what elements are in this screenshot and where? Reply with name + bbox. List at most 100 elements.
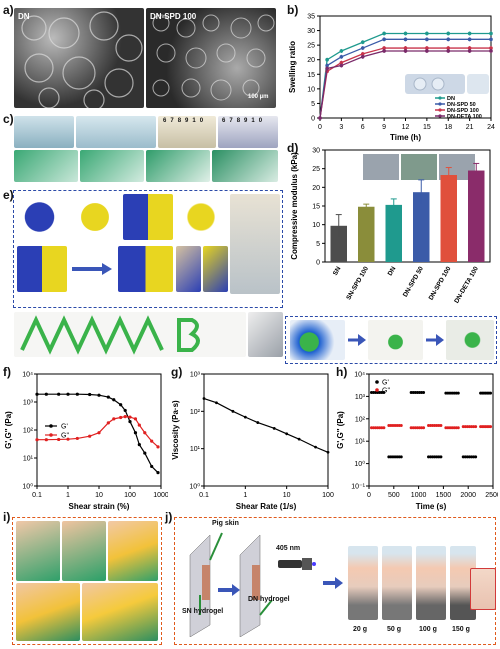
data-point	[119, 415, 123, 420]
y-tick-label: 20	[312, 185, 320, 192]
legend-label: G''	[61, 433, 69, 440]
data-point	[75, 436, 79, 441]
data-point	[360, 40, 365, 45]
bar	[440, 175, 457, 262]
x-tick-label: 15	[423, 124, 431, 131]
weight-label-150g: 150 g	[452, 626, 470, 633]
bar	[413, 192, 430, 262]
data-point	[425, 49, 429, 53]
y-tick-label: 10⁰	[22, 483, 33, 491]
twist-photo-4	[212, 150, 278, 182]
data-point	[378, 426, 382, 430]
y-tick-label: 30	[312, 148, 320, 155]
syringe-photo	[230, 194, 280, 294]
x-tick-label: 18	[444, 124, 452, 131]
data-point	[202, 397, 206, 400]
data-point	[470, 425, 474, 429]
x-tick-label: 21	[466, 124, 474, 131]
data-point	[112, 398, 116, 402]
data-point	[382, 46, 386, 50]
data-point	[461, 425, 465, 429]
data-point	[380, 426, 384, 430]
y-tick-label: 10²	[355, 416, 366, 423]
sn-hydrogel-label: SN hydrogel	[182, 608, 224, 615]
data-point	[382, 31, 386, 36]
y-tick-label: 10¹	[190, 446, 201, 453]
data-point	[403, 37, 408, 42]
data-point	[97, 393, 101, 397]
sem-texture-2	[152, 14, 275, 101]
data-point	[378, 390, 382, 394]
legend-marker	[438, 96, 442, 100]
data-point	[415, 390, 419, 394]
data-point	[431, 455, 435, 459]
arrow-icon	[72, 262, 112, 275]
data-point	[454, 426, 458, 430]
viscosity-chart: 0.1 1 10 100 10⁰ 10¹ 10² 10³ Shear Rate (1/s) Vis…	[171, 372, 334, 512]
star-photo-4	[176, 194, 226, 240]
bar	[385, 204, 402, 262]
data-point	[389, 424, 393, 428]
data-point	[446, 426, 450, 430]
data-point	[380, 390, 384, 394]
x-tick-label: 0	[318, 124, 322, 131]
data-point	[489, 49, 493, 53]
data-point	[422, 426, 426, 430]
data-point	[448, 426, 452, 430]
data-point	[465, 455, 469, 459]
x-tick-label: 24	[487, 124, 495, 131]
x-tick-label: 6	[361, 124, 365, 131]
data-point	[403, 49, 408, 53]
data-point	[489, 37, 493, 42]
y-axis-label: G',G'' (Pa)	[4, 411, 13, 449]
panel-letter-g: g)	[171, 365, 183, 379]
y-tick-label: 25	[312, 166, 320, 173]
data-point	[272, 426, 276, 430]
x-tick-label: 1	[243, 492, 247, 499]
data-point	[325, 57, 329, 62]
data-point	[35, 438, 39, 442]
data-point	[325, 66, 329, 71]
y-tick-label: 10³	[23, 400, 34, 407]
y-tick-label: 35	[307, 14, 315, 21]
data-point	[360, 52, 365, 56]
data-point	[399, 424, 403, 428]
data-point	[123, 408, 127, 413]
sem-label-dn: DN	[18, 12, 30, 21]
data-point	[128, 415, 132, 419]
y-tick-label: 10³	[190, 372, 201, 379]
panel-letter-h: h)	[336, 365, 348, 379]
data-point	[411, 390, 415, 394]
scalebar-label: 100 µm	[248, 94, 269, 100]
x-tick-label: 1000	[411, 492, 427, 499]
y-tick-label: 10⁰	[354, 460, 365, 468]
legend-label: DN-DETA 100	[447, 114, 482, 120]
panel-letter-c: c)	[3, 112, 14, 126]
heart-photo-1	[290, 320, 345, 360]
weight-label-100g: 100 g	[419, 626, 437, 633]
data-point	[467, 49, 472, 53]
data-point	[382, 426, 386, 430]
y-tick-label: 10²	[190, 409, 201, 416]
data-point	[463, 425, 467, 429]
x-tick-label: 9	[382, 124, 386, 131]
data-point	[437, 424, 441, 428]
data-point	[57, 392, 61, 396]
data-point	[397, 455, 401, 459]
panel-e-box	[13, 190, 283, 308]
sem-label-dn-spd100: DN-SPD 100	[150, 12, 197, 21]
ruler-photo-1	[158, 116, 216, 148]
data-point	[450, 426, 454, 430]
data-point	[489, 425, 493, 429]
data-point	[395, 455, 399, 459]
data-point	[360, 46, 365, 50]
y-tick-label: 0	[311, 116, 315, 123]
twist-photo-1	[14, 150, 78, 182]
arrow-icon-3	[426, 333, 444, 346]
star-photo-1	[17, 194, 67, 240]
series-line	[37, 416, 159, 448]
data-point	[339, 55, 344, 59]
series-line	[203, 397, 329, 453]
legend-label: G'	[61, 424, 68, 431]
data-point	[467, 46, 472, 50]
